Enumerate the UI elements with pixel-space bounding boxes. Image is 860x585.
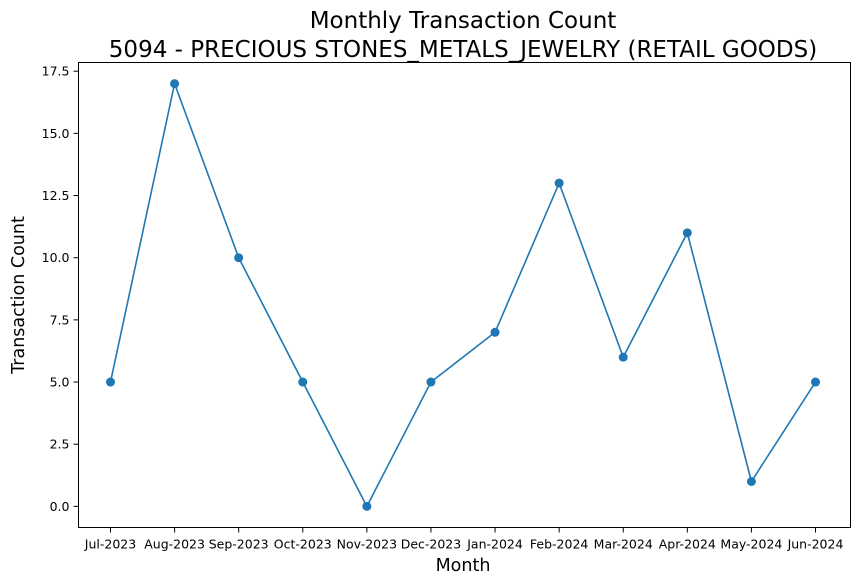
x-tick-label: Nov-2023 (337, 537, 397, 552)
data-point (811, 377, 820, 387)
y-tick-label: 0.0 (50, 499, 70, 514)
y-tick-label: 12.5 (42, 188, 70, 203)
data-point (554, 178, 564, 188)
x-axis-label: Month (436, 556, 491, 576)
y-tick-label: 2.5 (50, 437, 70, 452)
plot-frame (78, 62, 851, 528)
data-point (362, 501, 372, 511)
x-tick-label: Jan-2024 (466, 537, 523, 552)
x-tick-label: Dec-2023 (401, 537, 462, 552)
y-tick-label: 7.5 (50, 312, 70, 327)
data-point (298, 377, 308, 387)
y-tick-label: 5.0 (50, 375, 70, 390)
data-point (234, 253, 244, 263)
x-tick-label: Apr-2024 (659, 537, 716, 552)
data-point (490, 327, 500, 337)
x-tick-label: Jul-2023 (84, 537, 136, 552)
y-axis-label: Transaction Count (9, 216, 29, 375)
x-tick-label: Aug-2023 (144, 537, 205, 552)
data-point (170, 79, 180, 89)
x-tick-label: Sep-2023 (209, 537, 269, 552)
plot-area (106, 79, 820, 511)
x-axis: Jul-2023 Aug-2023 Sep-2023 Oct-2023 Nov-2023… (84, 527, 844, 552)
chart-subtitle: 5094 - PRECIOUS STONES_METALS_JEWELRY (R… (109, 37, 817, 63)
y-tick-label: 10.0 (42, 250, 70, 265)
y-axis: 0.0 2.5 5.0 7.5 10.0 12.5 15.0 17.5 (42, 64, 79, 514)
x-tick-label: Oct-2023 (274, 537, 332, 552)
series-line (109, 80, 817, 509)
x-tick-label: May-2024 (720, 537, 782, 552)
x-tick-label: Mar-2024 (594, 537, 653, 552)
data-point (426, 377, 436, 387)
data-point (746, 476, 756, 486)
data-point (682, 228, 692, 238)
data-point (106, 377, 115, 387)
chart-title: Monthly Transaction Count (310, 8, 617, 34)
x-tick-label: Jun-2024 (787, 537, 844, 552)
y-tick-label: 15.0 (42, 126, 70, 141)
data-point (618, 352, 628, 362)
y-tick-label: 17.5 (42, 64, 70, 79)
x-tick-label: Feb-2024 (530, 537, 589, 552)
